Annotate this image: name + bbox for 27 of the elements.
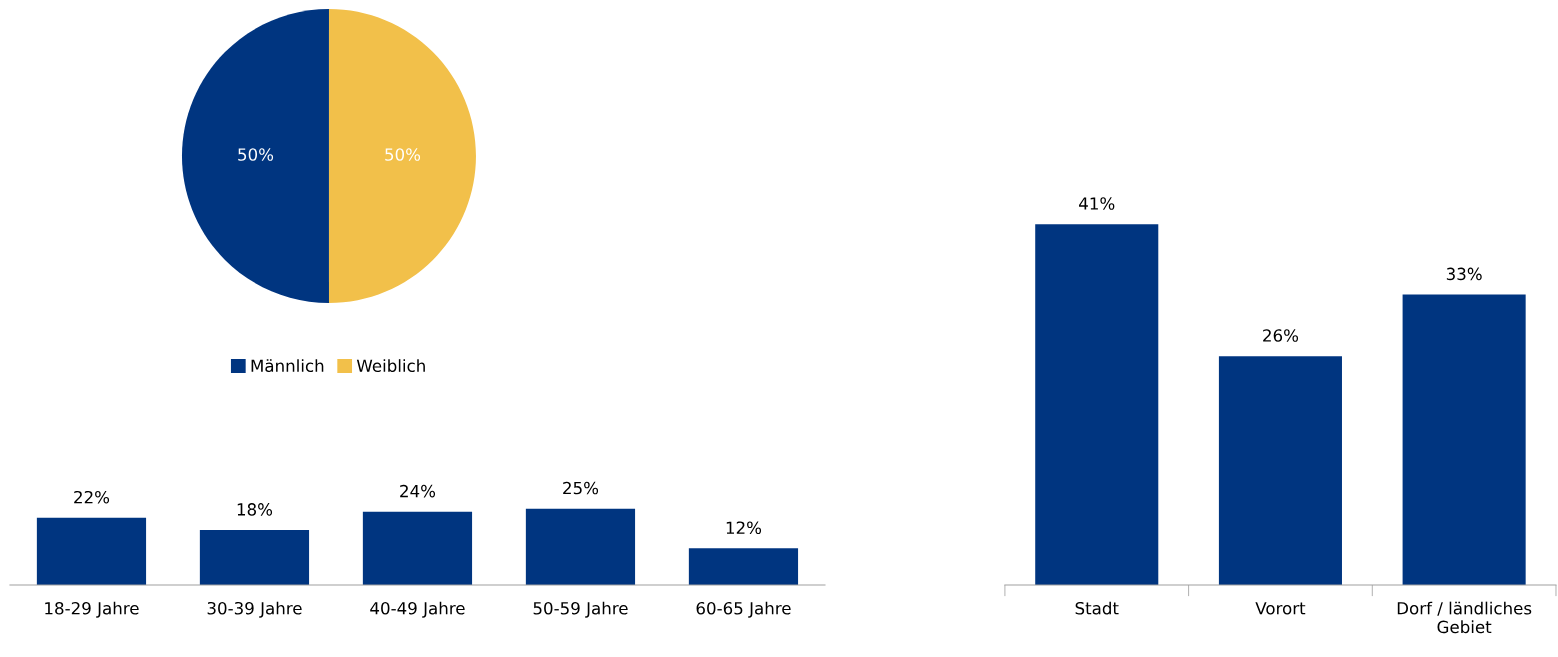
pie-slice <box>181 9 329 303</box>
data-label: 50% <box>238 148 274 161</box>
data-label: 18% <box>237 503 273 516</box>
x-tick-label: Stadt <box>1075 601 1119 615</box>
x-tick-label: 40-49 Jahre <box>370 601 465 618</box>
x-tick-label: Dorf / ländliches Gebiet <box>1397 601 1532 634</box>
x-tick-label: 18-29 Jahre <box>45 601 139 618</box>
data-label: 25% <box>563 481 599 495</box>
bar <box>36 517 147 585</box>
x-tick-label: 30-39 Jahre <box>207 601 302 618</box>
legend-label: Männlich <box>251 359 324 373</box>
x-tick-label: Vorort <box>1255 602 1306 615</box>
pie-slice <box>328 9 476 303</box>
bar <box>199 530 310 585</box>
data-label: 33% <box>1446 267 1482 281</box>
data-label: 24% <box>400 484 436 498</box>
bar <box>525 508 636 585</box>
x-tick-label: 50-59 Jahre <box>533 601 628 618</box>
data-label: 41% <box>1079 197 1115 210</box>
data-label: 22% <box>74 490 110 504</box>
data-label: 12% <box>726 521 762 535</box>
bar <box>688 548 799 585</box>
bar <box>362 511 473 585</box>
data-label: 26% <box>1263 329 1299 342</box>
x-tick-label: 60-65 Jahre <box>696 601 791 618</box>
legend-label: Weiblich <box>356 359 425 373</box>
data-label: 50% <box>385 148 421 161</box>
